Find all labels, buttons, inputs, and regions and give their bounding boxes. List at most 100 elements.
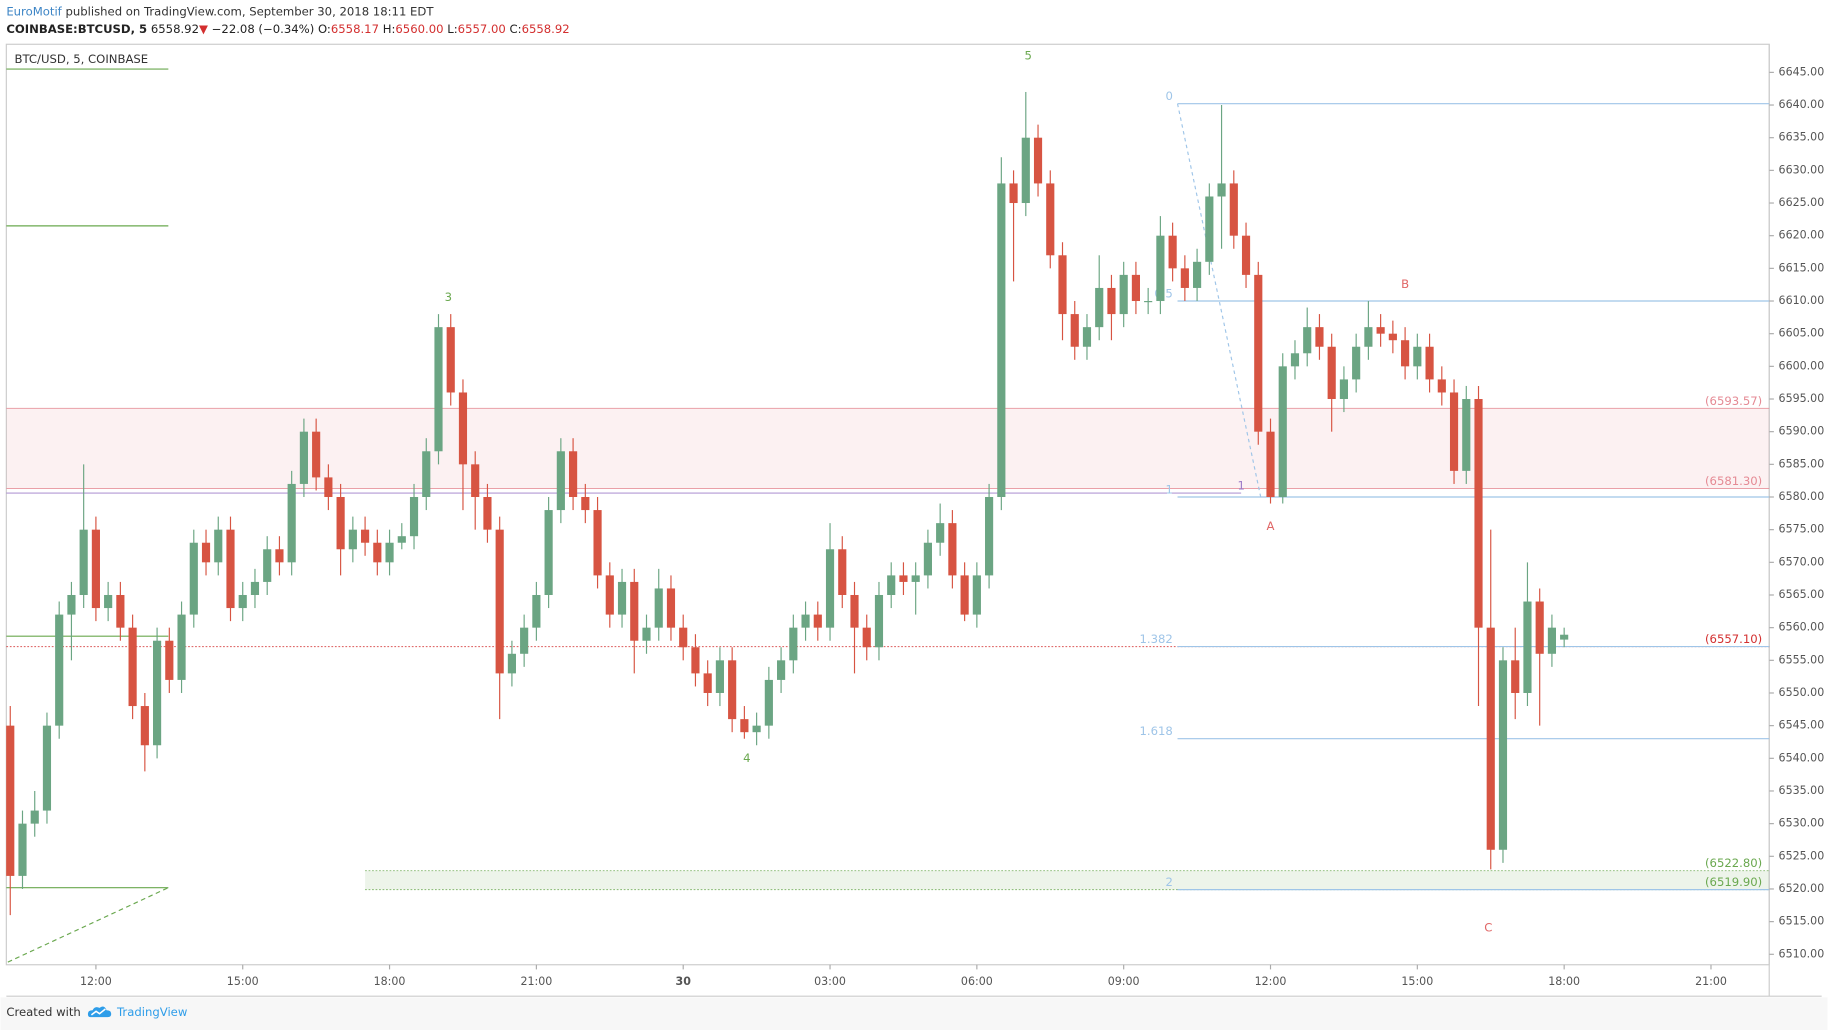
candle-body: [336, 497, 345, 550]
footer-brand[interactable]: TradingView: [116, 1005, 188, 1019]
candle-body: [972, 575, 981, 615]
candle-body: [1205, 196, 1214, 262]
candle-body: [899, 575, 908, 582]
fib-label: 1.618: [1140, 724, 1173, 738]
candle-body: [189, 542, 198, 615]
candle-body: [1449, 392, 1459, 471]
wave-label: A: [1267, 519, 1275, 533]
candle-body: [1254, 274, 1263, 432]
x-tick-label: 30: [676, 975, 692, 988]
candle-body: [104, 594, 113, 609]
footer-created: Created with: [6, 1005, 80, 1019]
x-tick-label: 03:00: [814, 975, 846, 988]
y-tick-label: 6515.00: [1779, 915, 1825, 928]
fib-label: 0: [1165, 89, 1172, 103]
candle-body: [507, 653, 516, 674]
candle-body: [985, 497, 994, 576]
candle-body: [67, 594, 76, 615]
quote-value: 6558.17: [331, 22, 379, 36]
quote-label: C:: [510, 22, 522, 36]
x-tick-label: 09:00: [1108, 975, 1140, 988]
price-label: (6581.30): [1705, 474, 1762, 488]
last: 6558.92: [151, 22, 199, 36]
candle-body: [1046, 183, 1055, 256]
candle-body: [6, 725, 15, 876]
candle-body: [1290, 353, 1300, 367]
y-tick-label: 6640.00: [1779, 98, 1825, 111]
candle-body: [165, 640, 174, 680]
candle-body: [214, 529, 223, 563]
candle-body: [1278, 366, 1287, 498]
wave-label: B: [1401, 277, 1409, 291]
candle-body: [409, 497, 419, 537]
candle-body: [838, 549, 847, 595]
y-tick-label: 6600.00: [1779, 359, 1825, 372]
candle-body: [948, 523, 957, 576]
candle-body: [299, 431, 308, 484]
y-tick-label: 6575.00: [1779, 523, 1825, 536]
candle-body: [703, 673, 712, 693]
candle-body: [544, 510, 553, 595]
candle-body: [752, 725, 761, 733]
quote-label: H:: [383, 22, 396, 36]
quote-label: O:: [318, 22, 331, 36]
y-tick-label: 6555.00: [1779, 653, 1825, 666]
candle-body: [1511, 660, 1520, 693]
y-tick-label: 6630.00: [1779, 163, 1825, 176]
brand-logo[interactable]: [87, 1006, 112, 1018]
candle-body: [630, 581, 639, 641]
candle-body: [324, 477, 333, 498]
candle-body: [1229, 183, 1238, 236]
candle-body: [666, 588, 676, 628]
candle-body: [1058, 255, 1067, 315]
price-label: (6519.90): [1705, 875, 1762, 889]
candle-body: [825, 549, 835, 628]
candle-body: [556, 451, 565, 511]
candle-body: [581, 497, 590, 511]
candle-body: [728, 660, 737, 720]
y-tick-label: 6535.00: [1779, 784, 1825, 797]
candle-body: [605, 575, 614, 615]
candle-body: [936, 523, 945, 543]
price-zone: [6, 408, 1770, 489]
x-tick-label: 12:00: [1255, 975, 1287, 988]
candle-body: [740, 719, 749, 733]
candle-body: [642, 627, 651, 641]
candle-body: [1352, 346, 1361, 380]
change: −22.08 (−0.34%): [212, 22, 315, 36]
candle-body: [1327, 346, 1336, 400]
candle-body: [287, 483, 296, 563]
candle-body: [348, 529, 357, 550]
x-tick-label: 12:00: [80, 975, 112, 988]
candle-body: [79, 529, 88, 595]
candle-body: [520, 627, 529, 654]
x-tick-label: 18:00: [1548, 975, 1580, 988]
candle-body: [495, 529, 504, 674]
candle-body: [201, 542, 211, 563]
candle-body: [385, 542, 394, 563]
candle-body: [593, 510, 602, 576]
author[interactable]: EuroMotif: [6, 4, 62, 18]
y-tick-label: 6625.00: [1779, 196, 1825, 209]
candle-body: [1560, 634, 1569, 640]
candle-body: [1082, 327, 1092, 347]
candle-body: [1168, 235, 1177, 269]
y-tick-label: 6580.00: [1779, 490, 1825, 503]
wave-label: 3: [445, 290, 452, 304]
candle-body: [1547, 627, 1557, 654]
candle-body: [91, 529, 100, 609]
wave-label: 4: [743, 751, 750, 765]
candle-body: [30, 810, 39, 824]
y-tick-label: 6605.00: [1779, 327, 1825, 340]
candle-body: [116, 594, 125, 628]
y-tick-label: 6545.00: [1779, 719, 1825, 732]
candle-body: [458, 392, 468, 465]
candle-body: [422, 451, 431, 498]
candle-body: [434, 327, 443, 452]
candle-body: [1156, 235, 1165, 302]
y-tick-label: 6595.00: [1779, 392, 1825, 405]
y-tick-label: 6530.00: [1779, 817, 1825, 830]
candle-body: [764, 679, 773, 726]
extra-level-label: 1: [1237, 479, 1244, 493]
